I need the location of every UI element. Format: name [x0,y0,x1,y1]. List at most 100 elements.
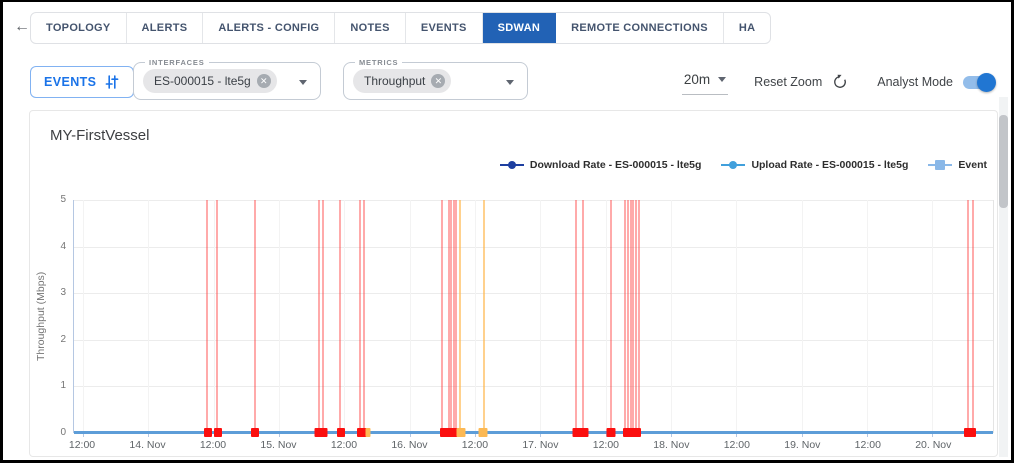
toggle-knob [977,72,996,92]
event-line [609,200,612,433]
x-gridline [213,200,215,433]
legend-item[interactable]: Upload Rate - ES-000015 - lte5g [721,159,908,171]
x-gridline [344,200,346,433]
caret-down-icon[interactable] [506,80,514,85]
y-gridline [74,293,993,295]
y-tick-label: 0 [60,427,66,438]
plot-area[interactable]: 5 4 3 2 1 0 [60,194,994,438]
event-marker[interactable] [606,428,616,437]
legend-item[interactable]: Event [928,159,987,171]
chip-remove-icon[interactable]: ✕ [431,74,446,88]
events-button-label: EVENTS [44,75,97,89]
scrollbar-thumb[interactable] [999,115,1008,208]
tab-remote-connections[interactable]: REMOTE CONNECTIONS [556,13,724,43]
y-gridline [74,386,993,388]
x-tick-mark [83,433,84,437]
caret-down-icon [718,76,727,82]
legend-marker-icon [721,160,746,170]
event-marker[interactable] [478,428,488,437]
x-tick-mark [736,433,738,437]
y-tick-label: 2 [60,333,66,345]
chart-title: MY-FirstVessel [50,127,150,144]
event-line [459,200,462,433]
x-tick-label: 12:00 [68,439,96,451]
x-tick-mark [279,433,281,437]
interval-select[interactable]: 20m [681,70,729,95]
tab-events[interactable]: EVENTS [406,13,483,43]
x-tick-mark [148,433,150,437]
x-gridline [932,200,934,433]
event-line [450,200,453,433]
x-gridline [801,200,803,433]
event-marker[interactable] [964,428,977,437]
x-tick-label: 12:00 [854,439,881,451]
y-tick-label: 3 [60,287,66,299]
x-tick-mark [409,433,411,437]
caret-down-icon[interactable] [299,80,307,85]
back-arrow-icon: ← [14,18,30,35]
tune-sliders-icon [106,75,119,89]
event-marker[interactable] [314,428,328,437]
event-line [626,200,629,433]
event-marker[interactable] [579,428,589,437]
event-marker[interactable] [365,428,371,437]
x-tick-mark [867,433,869,437]
metrics-select-label: METRICS [355,58,403,67]
event-line [358,200,361,433]
event-line [629,200,632,433]
legend-marker-icon [499,160,524,170]
x-tick-mark [475,433,477,437]
event-marker[interactable] [336,428,345,437]
event-line [574,200,577,433]
x-tick-label: 15. Nov [260,439,297,451]
event-line [623,200,626,433]
event-line [632,200,635,433]
x-gridline [83,200,84,433]
interfaces-chip-label: ES-000015 - lte5g [154,74,251,88]
interval-value: 20m [683,71,711,87]
back-button[interactable]: ← [11,16,33,38]
event-marker[interactable] [439,428,458,437]
event-line [637,200,640,433]
tab-notes[interactable]: NOTES [335,13,406,43]
event-line [452,200,455,433]
x-gridline [540,200,542,433]
tab-topology[interactable]: TOPOLOGY [31,13,127,43]
tab-alerts-config[interactable]: ALERTS - CONFIG [203,13,336,43]
tab-alerts[interactable]: ALERTS [127,13,204,43]
event-marker[interactable] [456,428,466,437]
tab-bar: TOPOLOGY ALERTS ALERTS - CONFIG NOTES EVENTS… [30,12,772,44]
x-gridline [279,200,281,433]
event-marker[interactable] [622,428,641,437]
event-marker[interactable] [356,428,367,437]
interfaces-select[interactable]: INTERFACES ES-000015 - lte5g ✕ [133,58,321,100]
legend-item[interactable]: Download Rate - ES-000015 - lte5g [499,159,701,171]
x-tick-mark [344,433,346,437]
y-tick-label: 4 [60,240,66,252]
y-gridline [74,200,993,201]
x-tick-label: 12:00 [723,439,750,451]
event-marker[interactable] [251,428,260,437]
tab-sdwan[interactable]: SDWAN [482,13,557,43]
event-marker[interactable] [214,428,223,437]
metrics-select[interactable]: METRICS Throughput ✕ [343,58,528,100]
legend-marker-icon [928,160,953,170]
tab-ha[interactable]: HA [738,22,756,34]
chart-legend: Download Rate - ES-000015 - lte5g Upload … [499,159,987,171]
reset-zoom-button[interactable]: Reset Zoom [754,73,849,91]
toolbar-right-controls: 20m Reset Zoom Analyst Mode [681,65,996,99]
chip-remove-icon[interactable]: ✕ [256,74,271,88]
x-tick-mark [801,433,803,437]
events-filter-button[interactable]: EVENTS [30,66,135,98]
event-line [581,200,584,433]
interfaces-select-label: INTERFACES [145,58,209,67]
y-gridline [74,339,993,341]
event-line [455,200,458,433]
event-marker[interactable] [572,428,582,437]
analyst-mode-toggle[interactable] [963,72,996,92]
event-marker[interactable] [204,428,213,437]
x-tick-mark [671,433,673,437]
scrollbar-track[interactable] [999,97,1008,457]
x-tick-label: 19. Nov [784,439,821,451]
